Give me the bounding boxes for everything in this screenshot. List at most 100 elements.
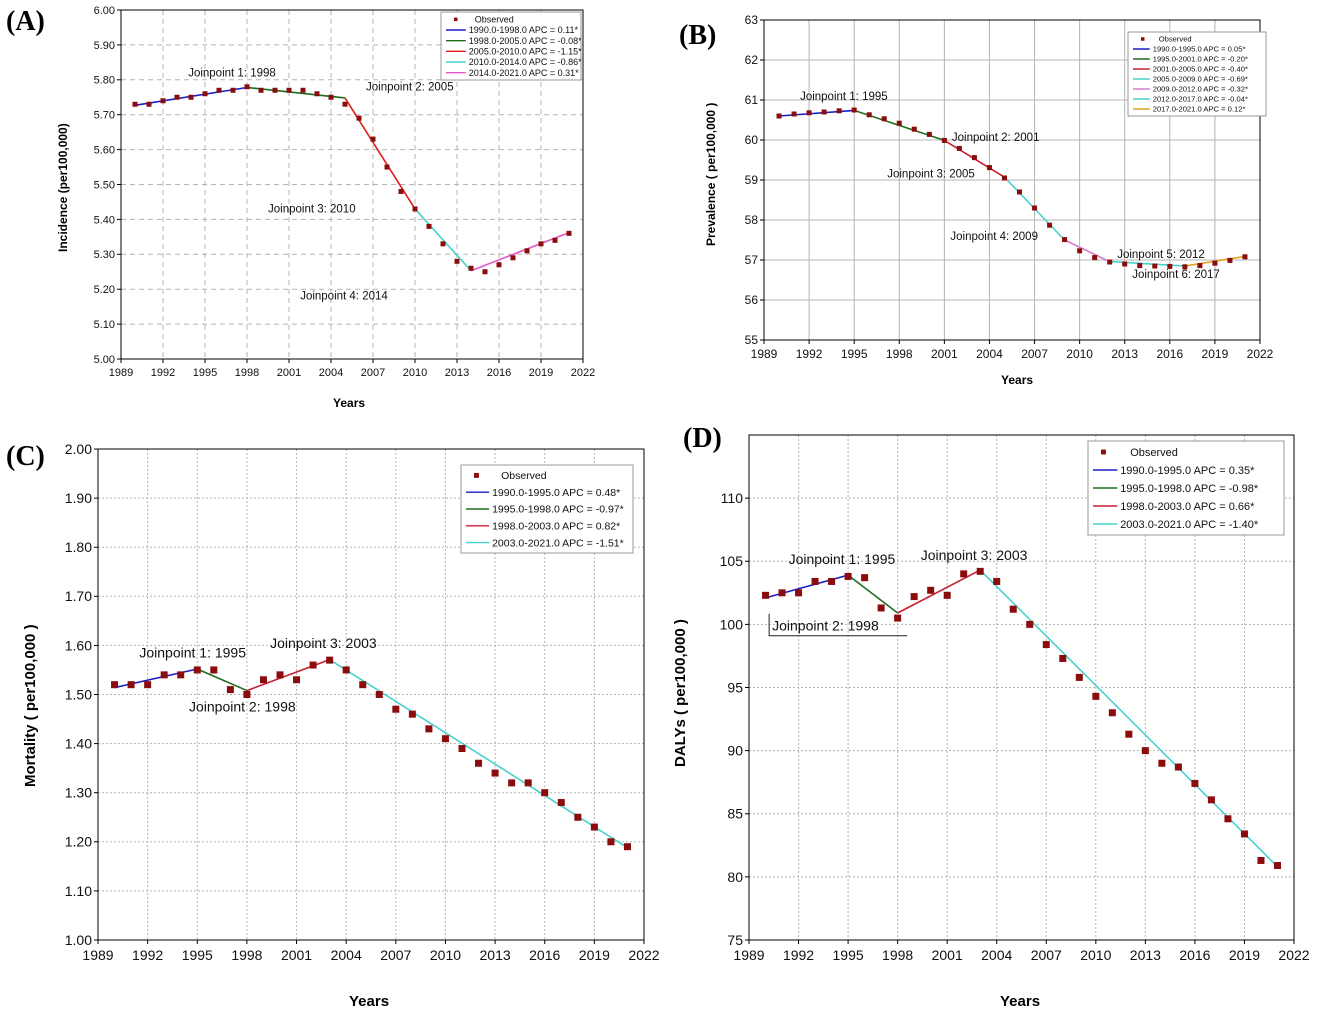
legend-box	[1087, 440, 1285, 536]
observed-point	[226, 686, 234, 694]
observed-point	[174, 94, 180, 100]
legend-entry: 2003.0-2021.0 APC = -1.40*	[1120, 519, 1259, 531]
fitted-segment-line	[1064, 239, 1111, 263]
x-tick-label: 2013	[480, 947, 511, 963]
y-tick-label: 90	[727, 743, 743, 759]
y-tick-label: 5.30	[94, 249, 115, 261]
x-tick-label: 2022	[628, 947, 659, 963]
observed-point	[1001, 175, 1007, 181]
observed-point	[1152, 263, 1158, 269]
fitted-segment-line	[897, 569, 981, 614]
observed-point	[623, 843, 631, 851]
x-axis-label: Years	[1001, 373, 1034, 387]
x-tick-label: 2004	[319, 367, 343, 379]
legend-entry: Observed	[501, 470, 547, 482]
x-tick-label: 1992	[783, 947, 814, 963]
observed-point	[300, 87, 306, 93]
observed-point	[1240, 830, 1248, 838]
observed-point	[328, 94, 334, 100]
fitted-segment-line	[414, 208, 472, 272]
observed-point	[160, 98, 166, 104]
observed-point	[508, 779, 516, 787]
joinpoint-annotation: Joinpoint 6: 2017	[1132, 269, 1220, 281]
observed-point	[778, 589, 786, 597]
observed-point	[866, 112, 872, 118]
y-tick-label: 1.40	[65, 736, 92, 752]
y-tick-label: 100	[720, 616, 744, 632]
legend-marker-observed	[454, 17, 458, 22]
observed-point	[1017, 189, 1023, 195]
observed-point	[881, 116, 887, 122]
x-tick-label: 2001	[932, 947, 963, 963]
observed-point	[1242, 254, 1248, 260]
y-tick-label: 1.10	[65, 883, 92, 899]
legend-entry: Observed	[1159, 35, 1192, 44]
y-axis-label: Prevalence ( per100,000 )	[704, 102, 718, 246]
observed-point	[440, 241, 446, 247]
observed-point	[384, 164, 390, 170]
observed-point	[146, 101, 152, 107]
observed-point	[398, 188, 404, 194]
y-tick-label: 59	[745, 173, 759, 187]
observed-point	[811, 577, 819, 585]
observed-point	[1182, 264, 1188, 270]
observed-point	[111, 681, 119, 689]
x-tick-label: 2007	[1021, 347, 1048, 361]
legend-entry: 1995.0-1998.0 APC = -0.98*	[1120, 483, 1259, 495]
y-tick-label: 110	[721, 490, 744, 506]
x-tick-label: 2016	[487, 367, 511, 379]
observed-point	[956, 145, 962, 151]
observed-point	[791, 111, 797, 117]
fitted-segment-line	[979, 569, 1279, 868]
legend-entry: 2005.0-2009.0 APC = -0.69*	[1153, 75, 1248, 84]
x-tick-label: 2022	[571, 367, 595, 379]
observed-point	[911, 126, 917, 132]
fitted-segment-line	[847, 574, 899, 614]
observed-point	[941, 137, 947, 143]
x-tick-label: 2016	[529, 947, 560, 963]
observed-point	[1207, 796, 1215, 804]
y-tick-label: 1.50	[65, 686, 92, 702]
y-tick-label: 61	[745, 93, 759, 107]
y-axis-label: DALYs ( per100,000 )	[672, 619, 689, 767]
observed-point	[1197, 263, 1203, 269]
observed-point	[412, 206, 418, 212]
observed-point	[177, 671, 185, 679]
observed-point	[1141, 747, 1149, 755]
legend-entry: 1995.0-1998.0 APC = -0.97*	[492, 504, 624, 516]
x-tick-label: 1989	[733, 947, 764, 963]
y-tick-label: 75	[727, 932, 743, 948]
x-tick-label: 1989	[751, 347, 778, 361]
observed-point	[821, 109, 827, 115]
x-tick-label: 2013	[445, 367, 469, 379]
observed-point	[926, 131, 932, 137]
observed-point	[828, 577, 836, 585]
observed-point	[541, 789, 549, 797]
legend-entry: 2012.0-2017.0 APC = -0.04*	[1153, 95, 1248, 104]
x-tick-label: 2001	[281, 947, 312, 963]
y-tick-label: 60	[745, 133, 759, 147]
observed-point	[836, 108, 842, 114]
joinpoint-annotation: Joinpoint 3: 2010	[268, 203, 356, 215]
observed-point	[193, 666, 201, 674]
observed-point	[861, 574, 869, 582]
y-tick-label: 58	[745, 213, 759, 227]
y-tick-label: 5.60	[94, 144, 115, 156]
legend-entry: 2017.0-2021.0 APC = 0.12*	[1153, 105, 1246, 114]
chart-c: 1989 1992 1995 1998 2001 2004 2007 2010 2013 2016…	[65, 441, 660, 963]
y-axis-label: Mortality ( per100,000 )	[22, 624, 39, 787]
observed-point	[1227, 257, 1233, 263]
observed-point	[557, 799, 565, 807]
joinpoint-annotation: Joinpoint 4: 2009	[950, 231, 1038, 243]
observed-point	[986, 165, 992, 171]
observed-point	[1075, 673, 1083, 681]
observed-point	[1077, 248, 1083, 254]
joinpoint-annotation: Joinpoint 1: 1995	[789, 551, 896, 567]
x-tick-label: 2013	[1111, 347, 1138, 361]
legend-marker-observed	[1101, 449, 1106, 455]
y-tick-label: 105	[720, 553, 744, 569]
y-tick-label: 1.80	[65, 539, 92, 555]
observed-point	[910, 593, 918, 601]
fitted-segment-line	[1109, 260, 1185, 267]
fitted-segment-line	[778, 109, 855, 117]
